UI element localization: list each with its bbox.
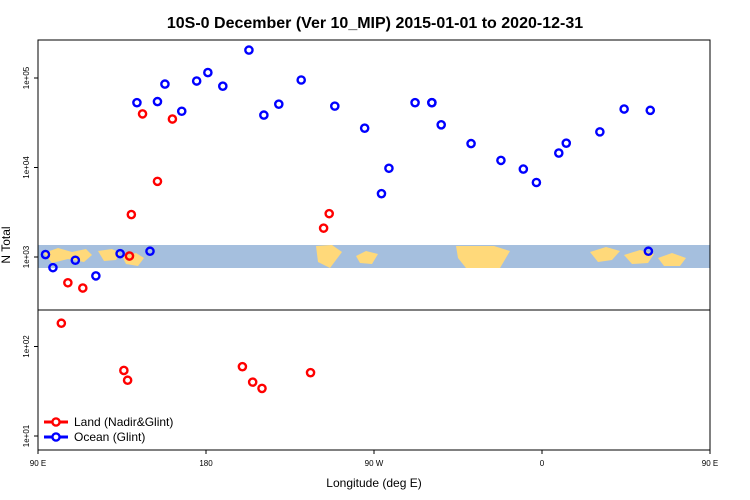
ocean-point — [191, 76, 202, 86]
legend-item: Land (Nadir&Glint) — [44, 415, 173, 429]
land-point — [318, 223, 329, 233]
ocean-point — [645, 105, 656, 116]
land-point — [237, 361, 248, 372]
y-tick-label: 1e+02 — [22, 335, 31, 358]
x-axis: 90 E 180 90 W 0 90 E — [30, 450, 718, 468]
ocean-point — [496, 155, 506, 166]
ocean-point — [40, 249, 51, 260]
ocean-point — [145, 246, 155, 257]
ocean-point — [244, 45, 254, 55]
land-point — [63, 277, 73, 288]
legend-label: Ocean (Glint) — [74, 430, 145, 444]
ocean-point — [359, 123, 370, 133]
series-ocean — [40, 45, 656, 281]
ocean-point — [115, 248, 125, 259]
ocean-point — [554, 148, 564, 158]
ocean-point — [132, 97, 142, 108]
ocean-point — [643, 246, 654, 257]
legend: Land (Nadir&Glint)Ocean (Glint) — [44, 415, 173, 444]
land-point — [56, 318, 67, 329]
ocean-point — [595, 127, 605, 137]
y-axis-label: N Total — [0, 226, 13, 263]
land-point — [152, 176, 163, 187]
land-point — [122, 375, 133, 386]
legend-marker — [51, 432, 61, 442]
ocean-point — [561, 138, 572, 148]
land-point — [119, 365, 129, 376]
x-tick-label: 0 — [540, 459, 545, 468]
x-tick-label: 90 E — [30, 459, 46, 468]
ocean-point — [160, 79, 170, 89]
ocean-point — [427, 97, 437, 108]
x-tick-label: 180 — [199, 459, 213, 468]
x-axis-label: Longitude (deg E) — [326, 476, 421, 490]
y-axis: 1e+01 1e+02 1e+03 1e+04 1e+05 — [22, 66, 710, 447]
legend-item: Ocean (Glint) — [44, 430, 145, 444]
land-point — [126, 209, 137, 220]
ocean-point — [70, 255, 81, 266]
land-point — [247, 377, 258, 387]
ocean-point — [203, 67, 213, 78]
x-tick-label: 90 W — [365, 459, 384, 468]
ocean-point — [259, 110, 269, 120]
legend-marker — [51, 417, 61, 427]
ocean-point — [329, 101, 340, 111]
ocean-point — [466, 138, 476, 149]
land-point — [124, 251, 135, 261]
ocean-point — [619, 104, 629, 114]
land-point — [167, 114, 178, 124]
y-tick-label: 1e+03 — [22, 245, 31, 268]
ocean-point — [217, 81, 228, 91]
land-point — [257, 383, 267, 394]
land-point — [78, 283, 88, 293]
ocean-point — [436, 119, 447, 130]
y-tick-label: 1e+05 — [22, 66, 31, 89]
ocean-point — [48, 262, 58, 273]
y-tick-label: 1e+04 — [22, 156, 31, 179]
ocean-point — [531, 177, 542, 188]
land-point — [137, 109, 148, 119]
ocean-point — [296, 75, 307, 85]
land-point — [305, 367, 316, 378]
world-map-strip — [38, 245, 710, 268]
chart-title: 10S-0 December (Ver 10_MIP) 2015-01-01 t… — [167, 15, 583, 32]
y-tick-label: 1e+01 — [22, 424, 31, 447]
ocean-point — [518, 164, 529, 174]
ocean-point — [273, 99, 284, 109]
land-point — [324, 208, 335, 219]
series-land — [56, 109, 335, 394]
ocean-point — [384, 163, 394, 174]
ocean-point — [410, 97, 420, 108]
ocean-point — [91, 271, 101, 281]
legend-label: Land (Nadir&Glint) — [74, 415, 173, 429]
ocean-point — [176, 106, 187, 117]
ocean-point — [376, 188, 387, 199]
series-layer — [40, 45, 656, 394]
ocean-point — [152, 96, 163, 107]
x-tick-label: 90 E — [702, 459, 718, 468]
